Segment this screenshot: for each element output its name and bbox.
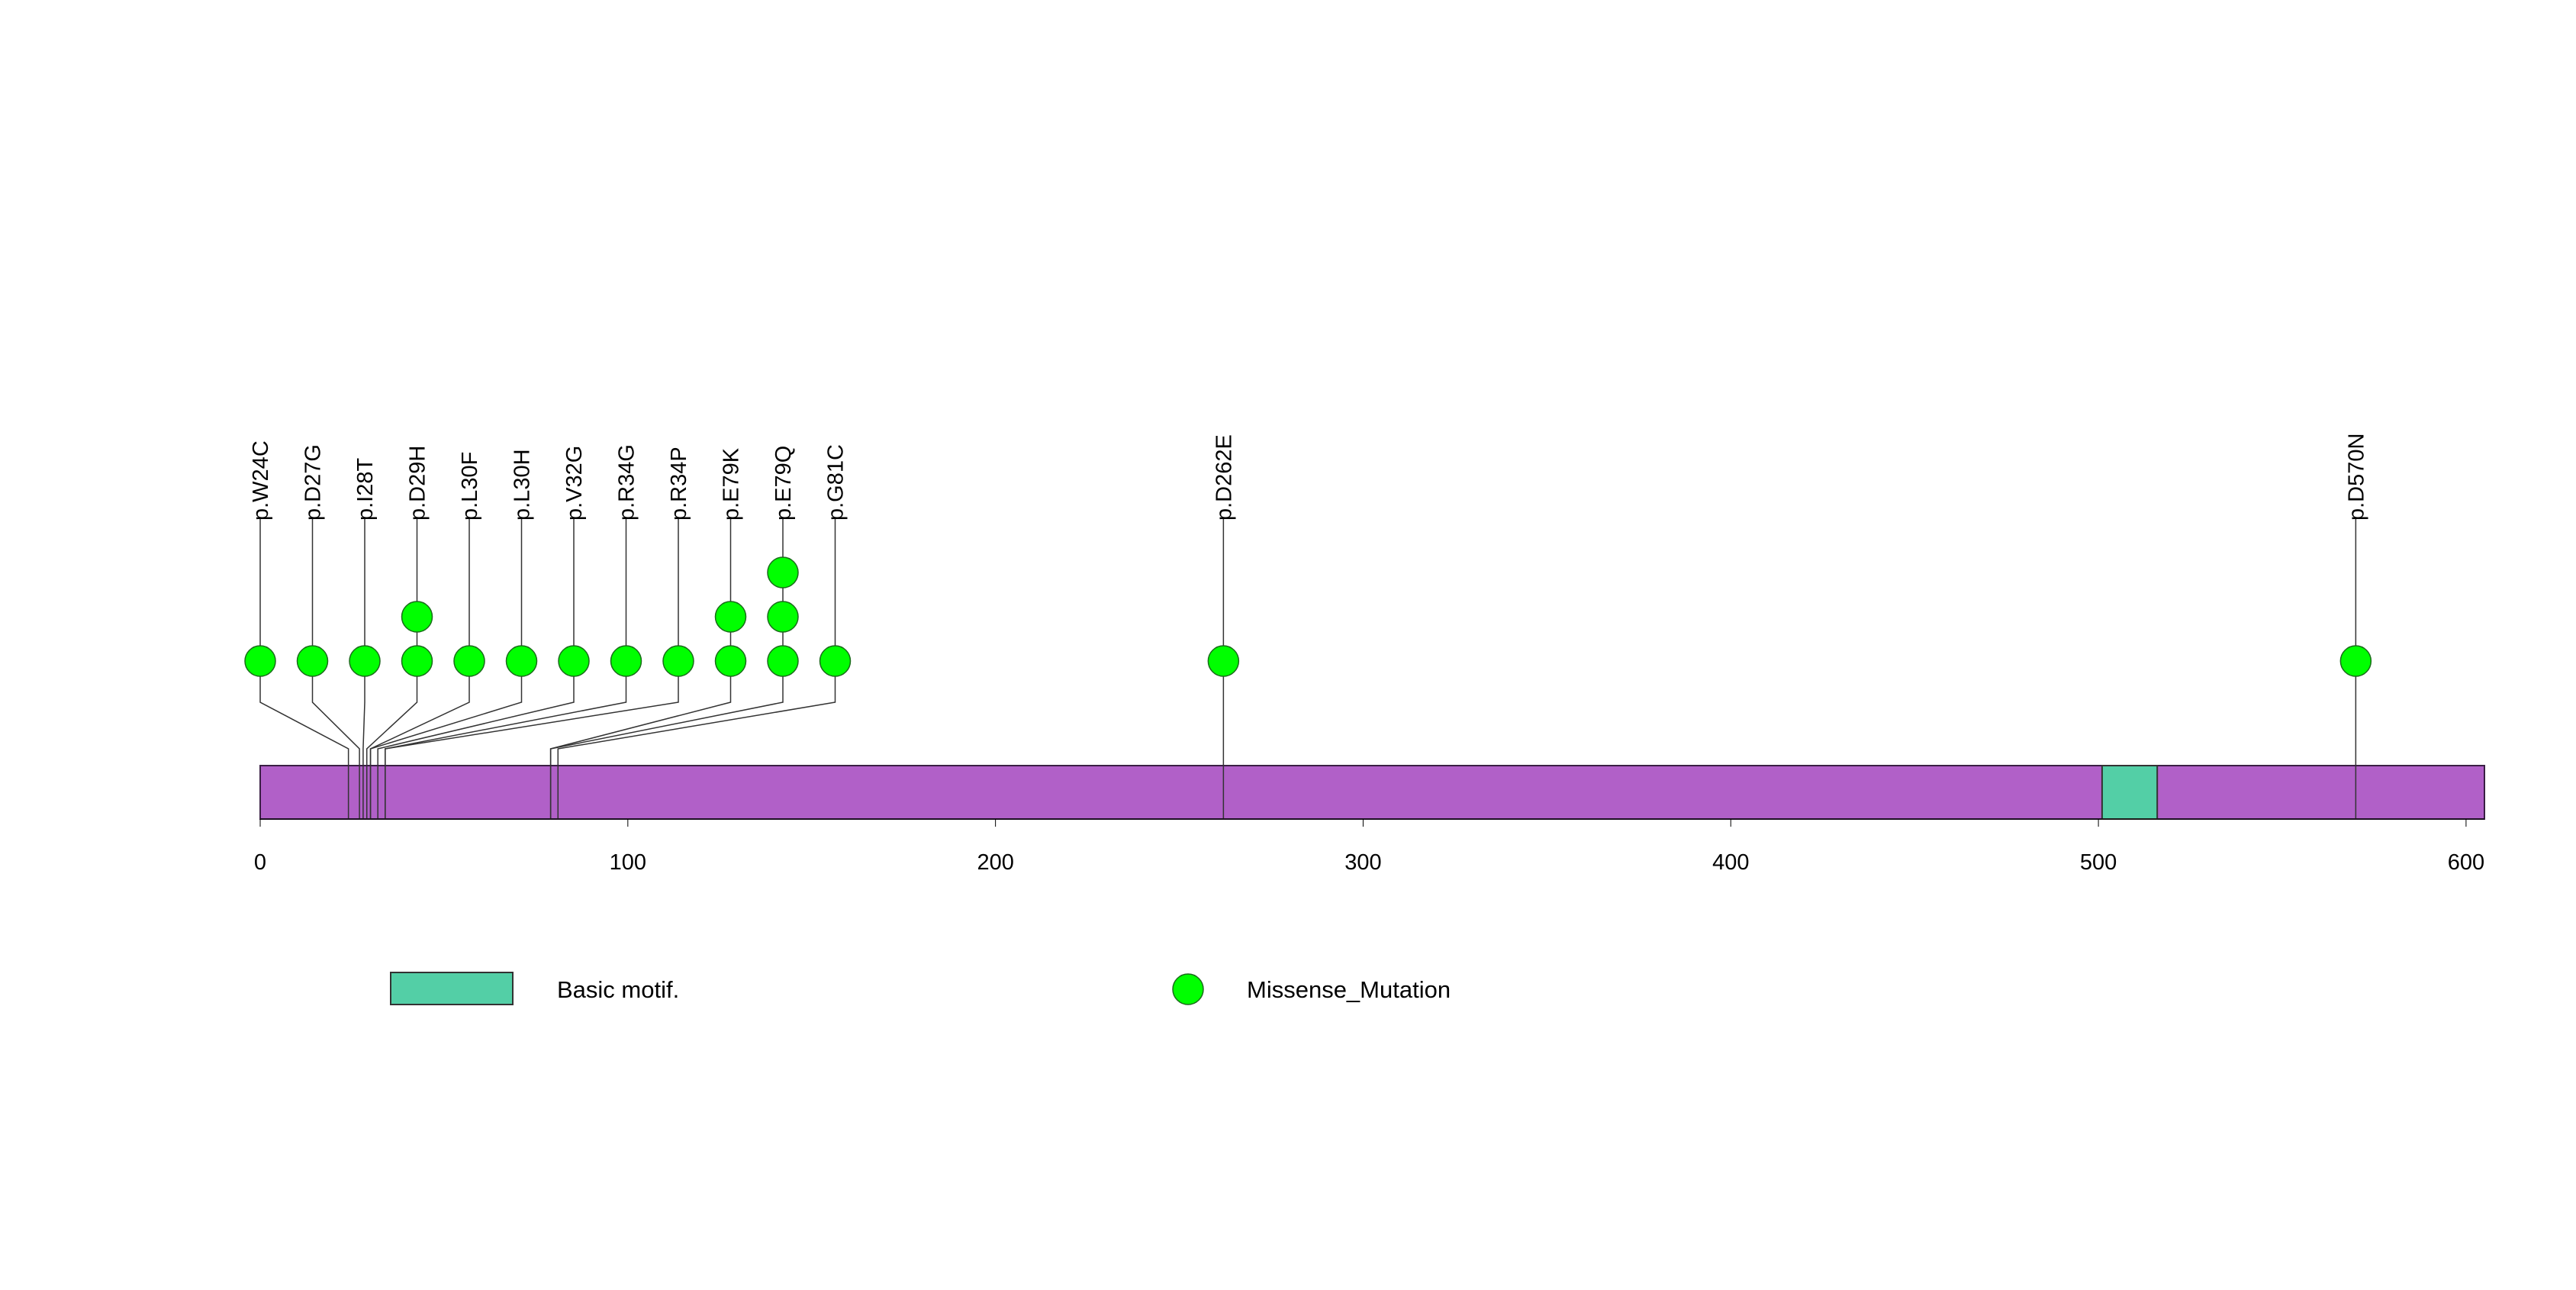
mutation-circle-e79k-1 xyxy=(714,645,747,677)
mutation-circle-l30f-1 xyxy=(453,645,485,677)
mutation-circle-d29h-1 xyxy=(401,645,433,677)
connector-l30h xyxy=(369,701,523,766)
tick-label-100: 100 xyxy=(610,850,646,875)
mutation-circle-v32g-1 xyxy=(558,645,590,677)
domain-regions xyxy=(2101,765,2159,820)
tick-label-400: 400 xyxy=(1712,850,1749,875)
mutation-label-w24c: p.W24C xyxy=(249,440,273,521)
mutation-circle-e79q-1 xyxy=(767,645,799,677)
x-axis: 0 100 200 300 400 500 600 xyxy=(254,818,2484,875)
mutation-label-d29h: p.D29H xyxy=(406,446,430,521)
mutation-label-d27g: p.D27G xyxy=(301,444,326,521)
mutation-label-r34p: p.R34P xyxy=(667,447,691,521)
mutation-labels: p.W24C p.D27G p.I28T p.D29H p.L30F p.L30H p.V3… xyxy=(249,434,2368,521)
connector-r34p xyxy=(385,701,679,766)
connector-v32g xyxy=(377,701,575,766)
mutation-circle-e79q-3 xyxy=(767,556,799,589)
mutation-circle-d29h-2 xyxy=(401,601,433,633)
tick-label-500: 500 xyxy=(2080,850,2117,875)
mutation-circle-d262e-1 xyxy=(1207,645,1240,677)
mutation-label-l30h: p.L30H xyxy=(510,449,535,521)
mutation-label-d570n: p.D570N xyxy=(2344,434,2368,521)
mutation-circle-w24c-1 xyxy=(244,645,276,677)
connector-d27g xyxy=(311,701,360,766)
mutation-circle-g81c-1 xyxy=(819,645,852,677)
legend-basic-motif-swatch xyxy=(390,972,514,1005)
mutation-label-e79q: p.E79Q xyxy=(771,446,796,521)
mutation-circle-r34g-1 xyxy=(610,645,642,677)
mutation-label-e79k: p.E79K xyxy=(720,447,744,521)
legend-basic-motif-label: Basic motif. xyxy=(557,976,679,1003)
legend: Basic motif. Missense_Mutation xyxy=(390,972,1451,1005)
connector-e79q xyxy=(549,701,784,766)
mutation-label-r34g: p.R34G xyxy=(615,444,639,521)
mutation-label-l30f: p.L30F xyxy=(458,452,482,521)
legend-missense-label: Missense_Mutation xyxy=(1247,976,1451,1003)
protein-site-markers xyxy=(347,766,2357,819)
mutation-circle-d570n-1 xyxy=(2339,645,2372,677)
connector-lines xyxy=(259,701,2357,766)
mutation-label-g81c: p.G81C xyxy=(824,444,848,521)
connector-d29h xyxy=(365,701,418,766)
mutation-label-i28t: p.I28T xyxy=(353,458,378,521)
tick-label-0: 0 xyxy=(254,850,266,875)
connector-i28t xyxy=(362,701,365,766)
mutation-label-d262e: p.D262E xyxy=(1212,434,1236,521)
tick-label-300: 300 xyxy=(1344,850,1381,875)
domain-basic-motif xyxy=(2101,765,2159,820)
connector-g81c xyxy=(557,701,836,766)
mutation-circle-e79q-2 xyxy=(767,601,799,633)
connector-w24c xyxy=(259,701,349,766)
mutation-label-v32g: p.V32G xyxy=(562,446,587,521)
legend-missense-swatch xyxy=(1172,973,1204,1005)
tick-label-200: 200 xyxy=(977,850,1013,875)
mutation-circle-d27g-1 xyxy=(296,645,329,677)
mutation-circle-r34p-1 xyxy=(662,645,694,677)
mutation-circles xyxy=(244,556,2372,677)
mutation-circle-e79k-2 xyxy=(714,601,747,633)
tick-label-600: 600 xyxy=(2448,850,2484,875)
connector-e79k xyxy=(549,701,732,766)
mutation-circle-i28t-1 xyxy=(349,645,381,677)
mutation-circle-l30h-1 xyxy=(505,645,538,677)
